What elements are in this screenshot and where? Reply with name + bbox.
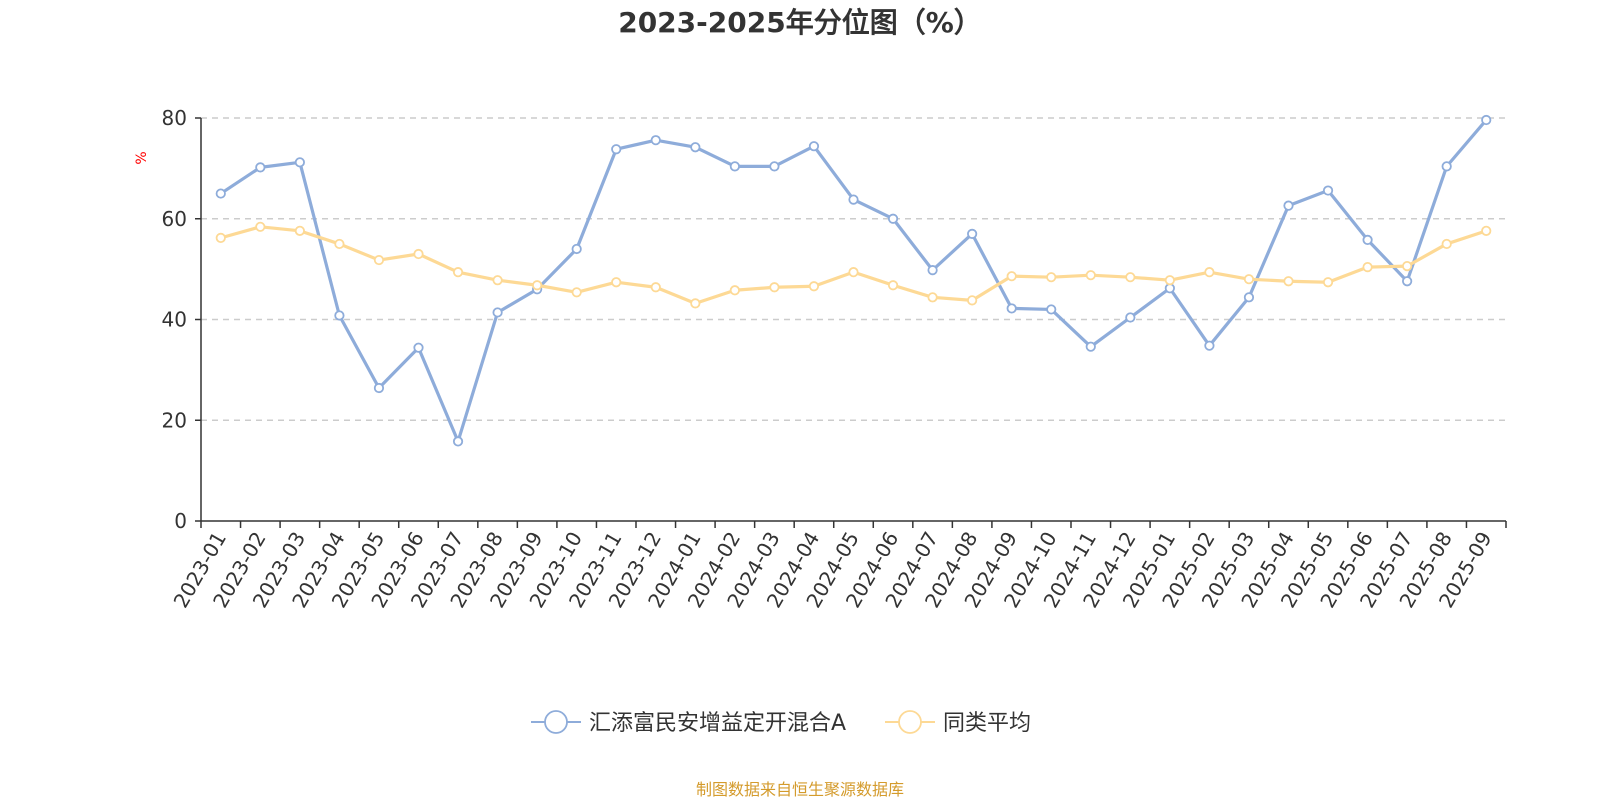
data-point[interactable] [650, 135, 661, 146]
data-point[interactable] [571, 287, 582, 298]
data-point[interactable] [1322, 185, 1334, 196]
series-2 [215, 221, 1492, 309]
data-point[interactable] [808, 141, 820, 152]
data-point[interactable] [1441, 238, 1452, 250]
legend-marker-icon [544, 710, 568, 734]
data-point[interactable] [532, 280, 543, 291]
data-point[interactable] [927, 265, 938, 276]
data-point[interactable] [1125, 272, 1136, 283]
data-point[interactable] [334, 310, 345, 321]
data-point[interactable] [373, 254, 385, 266]
data-point[interactable] [1204, 267, 1215, 278]
data-point[interactable] [967, 295, 978, 306]
data-point[interactable] [1362, 234, 1373, 246]
series-line [219, 225, 1488, 305]
data-point[interactable] [294, 225, 305, 236]
data-point[interactable] [255, 162, 266, 173]
y-tick-labels: 0 20 40 60 80 [162, 106, 201, 533]
legend-label: 同类平均 [943, 711, 1031, 736]
data-point[interactable] [373, 382, 385, 394]
data-point[interactable] [452, 436, 464, 447]
data-point[interactable] [848, 267, 859, 278]
data-point[interactable] [1006, 303, 1017, 314]
legend-label: 汇添富民安增益定开混合A [589, 711, 846, 736]
y-tick-label: 60 [162, 207, 187, 231]
data-point[interactable] [967, 228, 978, 239]
data-point[interactable] [887, 213, 899, 224]
data-point[interactable] [571, 243, 582, 255]
data-point[interactable] [729, 285, 740, 296]
y-axis-unit-label: % [134, 151, 150, 164]
data-point[interactable] [215, 232, 226, 243]
data-point[interactable] [492, 307, 503, 318]
chart-title: 2023-2025年分位图（%） [618, 6, 982, 39]
data-point[interactable] [413, 342, 424, 353]
data-point[interactable] [1204, 340, 1215, 351]
data-point[interactable] [1085, 341, 1096, 352]
legend-item[interactable]: 汇添富民安增益定开混合A [531, 710, 846, 736]
data-point[interactable] [650, 282, 661, 293]
data-point[interactable] [729, 161, 740, 172]
source-note: 制图数据来自恒生聚源数据库 [695, 780, 904, 799]
series-1 [215, 114, 1492, 447]
data-point[interactable] [1362, 262, 1373, 273]
data-point[interactable] [611, 144, 622, 155]
data-point[interactable] [1481, 225, 1492, 236]
x-tick-labels: 2023-012023-022023-032023-042023-052023-… [169, 521, 1507, 612]
y-tick-label: 80 [162, 106, 187, 130]
data-point[interactable] [1322, 277, 1334, 288]
data-point[interactable] [1283, 276, 1294, 287]
data-point[interactable] [848, 194, 859, 205]
data-point[interactable] [1046, 272, 1057, 283]
legend[interactable]: 汇添富民安增益定开混合A 同类平均 [531, 710, 1031, 736]
data-point[interactable] [413, 248, 424, 260]
data-point[interactable] [769, 282, 780, 293]
y-tick-label: 40 [162, 308, 187, 332]
data-point[interactable] [1125, 312, 1136, 323]
series-lines [215, 114, 1492, 447]
data-point[interactable] [1402, 276, 1413, 287]
data-point[interactable] [215, 188, 226, 199]
data-point[interactable] [294, 157, 305, 168]
y-tick-label: 0 [174, 509, 187, 533]
data-point[interactable] [1283, 200, 1294, 211]
data-point[interactable] [1046, 304, 1057, 315]
data-point[interactable] [690, 142, 701, 153]
data-point[interactable] [690, 298, 701, 309]
data-point[interactable] [927, 292, 938, 303]
data-point[interactable] [1243, 274, 1255, 285]
data-point[interactable] [611, 277, 622, 288]
data-point[interactable] [1164, 283, 1175, 294]
data-point[interactable] [1402, 261, 1413, 272]
data-point[interactable] [334, 238, 345, 250]
data-point[interactable] [452, 267, 464, 278]
data-point[interactable] [255, 221, 266, 232]
data-point[interactable] [1441, 161, 1452, 172]
data-point[interactable] [492, 275, 503, 286]
legend-item[interactable]: 同类平均 [885, 710, 1031, 736]
data-point[interactable] [1164, 275, 1175, 286]
data-point[interactable] [1481, 114, 1492, 126]
data-point[interactable] [808, 281, 820, 292]
y-tick-label: 20 [162, 408, 187, 432]
data-point[interactable] [1085, 270, 1096, 281]
grid-lines [201, 117, 1506, 421]
data-point[interactable] [887, 280, 899, 291]
data-point[interactable] [1006, 271, 1017, 282]
data-point[interactable] [769, 161, 780, 172]
data-point[interactable] [1243, 292, 1255, 303]
legend-marker-icon [898, 710, 922, 734]
